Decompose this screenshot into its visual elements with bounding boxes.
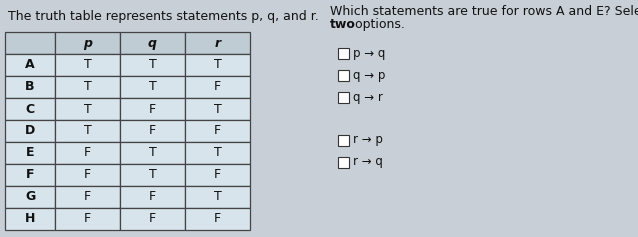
Bar (338, 47, 349, 59)
Text: B: B (26, 81, 34, 94)
Bar (5, 186, 55, 208)
Text: T: T (214, 102, 221, 115)
Text: F: F (149, 102, 156, 115)
Bar (5, 164, 55, 186)
Text: r: r (214, 36, 221, 50)
Text: Which statements are true for rows A and E? Select: Which statements are true for rows A and… (330, 5, 638, 18)
Bar (55, 76, 120, 98)
Text: F: F (26, 169, 34, 182)
Text: q → r: q → r (353, 91, 383, 104)
Text: T: T (84, 102, 91, 115)
Bar (5, 98, 55, 120)
Bar (5, 54, 55, 76)
Text: T: T (214, 146, 221, 160)
Text: The truth table represents statements p, q, and r.: The truth table represents statements p,… (8, 10, 319, 23)
Text: T: T (84, 124, 91, 137)
Bar (120, 98, 185, 120)
Bar (55, 32, 120, 54)
Bar (120, 208, 185, 230)
Text: p → q: p → q (353, 46, 385, 59)
Text: F: F (84, 191, 91, 204)
Bar (120, 186, 185, 208)
Text: D: D (25, 124, 35, 137)
Bar (55, 98, 120, 120)
Bar (185, 120, 250, 142)
Text: q: q (148, 36, 157, 50)
Bar (338, 156, 349, 168)
Text: H: H (25, 213, 35, 225)
Text: T: T (149, 81, 156, 94)
Bar (338, 135, 349, 146)
Text: E: E (26, 146, 34, 160)
Text: T: T (214, 59, 221, 72)
Text: F: F (214, 213, 221, 225)
Bar (338, 91, 349, 102)
Bar (185, 32, 250, 54)
Bar (120, 54, 185, 76)
Bar (55, 142, 120, 164)
Bar (120, 120, 185, 142)
Bar (55, 164, 120, 186)
Text: F: F (149, 124, 156, 137)
Bar (185, 98, 250, 120)
Text: r → q: r → q (353, 155, 383, 169)
Bar (185, 54, 250, 76)
Bar (120, 142, 185, 164)
Bar (185, 142, 250, 164)
Text: F: F (149, 191, 156, 204)
Text: G: G (25, 191, 35, 204)
Text: T: T (214, 191, 221, 204)
Bar (120, 76, 185, 98)
Bar (55, 54, 120, 76)
Bar (5, 76, 55, 98)
Text: F: F (84, 213, 91, 225)
Text: A: A (25, 59, 35, 72)
Text: p: p (83, 36, 92, 50)
Text: T: T (84, 59, 91, 72)
Bar (120, 32, 185, 54)
Text: C: C (26, 102, 34, 115)
Bar (338, 69, 349, 81)
Text: T: T (149, 59, 156, 72)
Text: F: F (84, 146, 91, 160)
Text: T: T (84, 81, 91, 94)
Bar (185, 76, 250, 98)
Bar (120, 164, 185, 186)
Text: F: F (214, 124, 221, 137)
Bar (55, 208, 120, 230)
Bar (5, 142, 55, 164)
Bar (55, 186, 120, 208)
Text: T: T (149, 169, 156, 182)
Text: T: T (149, 146, 156, 160)
Bar (5, 208, 55, 230)
Bar (185, 208, 250, 230)
Bar (55, 120, 120, 142)
Bar (5, 120, 55, 142)
Text: F: F (214, 81, 221, 94)
Text: two: two (330, 18, 356, 31)
Text: F: F (84, 169, 91, 182)
Text: r → p: r → p (353, 133, 383, 146)
Bar (185, 164, 250, 186)
Text: F: F (149, 213, 156, 225)
Bar (185, 186, 250, 208)
Text: q → p: q → p (353, 68, 385, 82)
Text: options.: options. (351, 18, 405, 31)
Text: F: F (214, 169, 221, 182)
Bar (5, 32, 55, 54)
